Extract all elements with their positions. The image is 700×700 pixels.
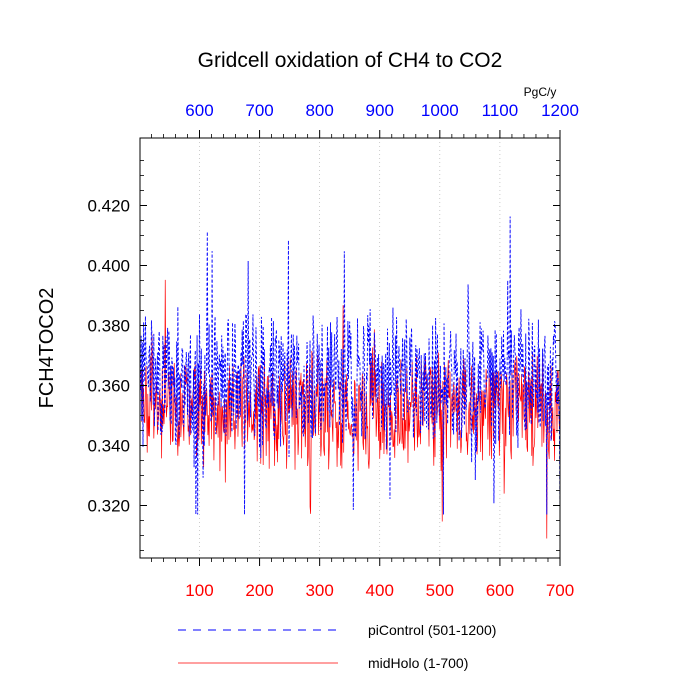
legend-label-midholo: midHolo (1-700) [368,655,468,671]
x-bottom-tick-label: 100 [185,581,213,600]
x-bottom-tick-label: 500 [426,581,454,600]
y-tick-label: 0.360 [87,377,130,396]
x-top-tick-label: 1100 [482,101,519,120]
legend-label-picontrol: piControl (501-1200) [368,622,496,638]
axes: 0.320 0.340 0.360 0.380 0.400 0.420 100 200 300 4… [87,101,578,600]
x-top-tick-label: 700 [245,101,273,120]
x-bottom-tick-label: 200 [245,581,273,600]
chart-title: Gridcell oxidation of CH4 to CO2 [198,49,503,72]
y-tick-label: 0.400 [87,257,130,276]
y-tick-label: 0.320 [87,497,130,516]
top-axis-units: PgC/y [524,85,557,99]
series-line-picontrol [139,216,561,515]
y-tick-label: 0.340 [87,437,130,456]
x-bottom-tick-label: 600 [486,581,514,600]
x-top-tick-label: 1200 [541,101,579,120]
x-bottom-tick-label: 300 [305,581,333,600]
x-top-tick-label: 800 [305,101,333,120]
x-top-tick-label: 600 [185,101,213,120]
series-layer [139,216,561,539]
x-top-tick-label: 900 [366,101,394,120]
y-tick-label: 0.380 [87,317,130,336]
x-top-tick-label: 1000 [421,101,459,120]
plot-frame [139,137,561,559]
y-axis-label: FCH4TOCO2 [36,288,58,409]
series-line-midholo [139,279,561,539]
y-tick-label: 0.420 [87,197,130,216]
x-bottom-tick-label: 400 [366,581,394,600]
x-bottom-tick-label: 700 [546,581,574,600]
legend: piControl (501-1200) midHolo (1-700) [178,622,496,671]
